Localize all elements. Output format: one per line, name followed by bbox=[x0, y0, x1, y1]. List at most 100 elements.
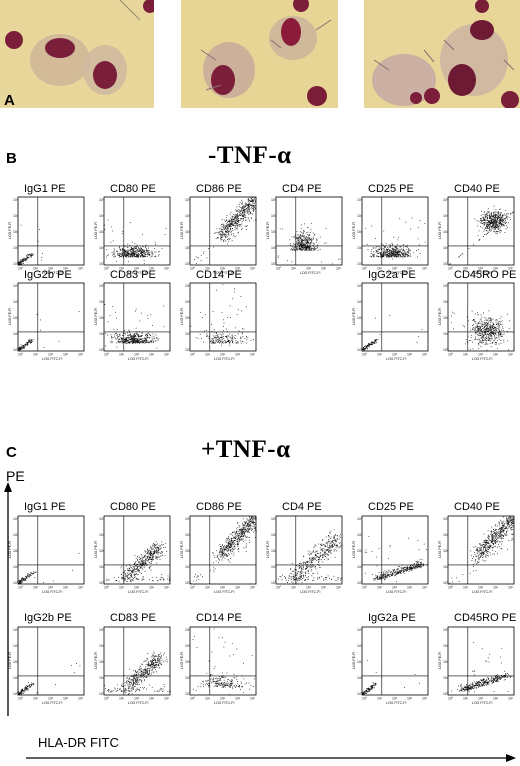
event-dot bbox=[136, 571, 138, 573]
x-axis-label: LOG FITC-FI bbox=[128, 590, 148, 594]
event-dot bbox=[235, 535, 237, 537]
event-dot bbox=[230, 217, 232, 219]
event-dot bbox=[253, 521, 255, 523]
event-dot bbox=[491, 328, 493, 330]
event-dot bbox=[226, 233, 228, 235]
event-dot bbox=[495, 327, 497, 329]
event-dot bbox=[131, 335, 133, 336]
event-dot bbox=[122, 256, 124, 258]
event-dot bbox=[128, 337, 130, 339]
event-dot bbox=[238, 529, 240, 530]
event-dot bbox=[232, 219, 234, 220]
event-dot bbox=[140, 255, 142, 257]
event-dot bbox=[124, 249, 126, 251]
event-dot bbox=[21, 580, 23, 582]
event-dot bbox=[308, 235, 309, 237]
event-dot bbox=[250, 208, 252, 210]
event-dot bbox=[387, 253, 388, 255]
event-dot bbox=[485, 322, 487, 324]
x-tick-label: 10° bbox=[104, 586, 110, 590]
event-dot bbox=[395, 247, 397, 249]
event-dot bbox=[390, 256, 392, 257]
event-dot bbox=[500, 335, 502, 337]
plot-frame bbox=[103, 515, 171, 585]
event-dot bbox=[20, 259, 22, 261]
event-dot bbox=[116, 333, 117, 334]
event-dot bbox=[393, 248, 394, 250]
event-dot bbox=[493, 224, 494, 226]
event-dot bbox=[37, 240, 39, 242]
event-dot bbox=[488, 310, 490, 312]
event-dot bbox=[403, 253, 405, 255]
event-dot bbox=[451, 322, 452, 324]
event-dot bbox=[231, 544, 233, 546]
event-dot bbox=[496, 324, 497, 325]
event-dot bbox=[373, 254, 375, 256]
event-dot bbox=[237, 211, 239, 212]
event-dot bbox=[300, 242, 301, 244]
event-dot bbox=[511, 212, 513, 214]
event-dot bbox=[139, 248, 140, 250]
event-dot bbox=[291, 248, 293, 250]
event-dot bbox=[484, 322, 486, 324]
event-dot bbox=[142, 252, 143, 253]
event-dot bbox=[243, 341, 245, 343]
event-dot bbox=[491, 334, 493, 336]
event-dot bbox=[306, 247, 307, 248]
event-dot bbox=[248, 220, 250, 222]
event-dot bbox=[394, 246, 396, 248]
event-dot bbox=[138, 255, 139, 257]
event-dot bbox=[240, 336, 242, 338]
event-dot bbox=[493, 220, 495, 222]
event-dot bbox=[229, 542, 231, 544]
event-dot bbox=[142, 577, 144, 579]
event-dot bbox=[148, 331, 150, 333]
event-dot bbox=[493, 211, 495, 213]
event-dot bbox=[244, 524, 246, 526]
event-dot bbox=[161, 551, 163, 553]
event-dot bbox=[136, 334, 138, 335]
y-tick-label: 10° bbox=[13, 581, 19, 585]
event-dot bbox=[29, 339, 31, 341]
event-dot bbox=[234, 222, 236, 224]
event-dot bbox=[493, 225, 494, 227]
event-dot bbox=[121, 249, 123, 251]
event-dot bbox=[227, 229, 229, 231]
event-dot bbox=[494, 224, 496, 226]
event-dot bbox=[104, 224, 105, 226]
event-dot bbox=[238, 215, 239, 217]
event-dot bbox=[243, 216, 244, 218]
event-dot bbox=[139, 566, 141, 568]
event-dot bbox=[130, 573, 132, 575]
event-dot bbox=[389, 254, 391, 256]
event-dot bbox=[222, 227, 224, 229]
event-dot bbox=[309, 249, 311, 251]
event-dot bbox=[136, 339, 137, 341]
event-dot bbox=[246, 204, 247, 206]
event-dot bbox=[243, 207, 245, 209]
event-dot bbox=[494, 342, 496, 344]
event-dot bbox=[484, 221, 485, 223]
event-dot bbox=[145, 256, 147, 258]
event-dot bbox=[142, 342, 143, 344]
event-dot bbox=[164, 546, 166, 548]
event-dot bbox=[105, 345, 106, 347]
event-dot bbox=[137, 579, 139, 581]
event-dot bbox=[123, 252, 125, 254]
event-dot bbox=[491, 212, 493, 213]
event-dot bbox=[122, 572, 124, 574]
event-dot bbox=[309, 247, 311, 248]
event-dot bbox=[302, 244, 304, 246]
event-dot bbox=[128, 252, 130, 254]
event-dot bbox=[140, 252, 141, 254]
event-dot bbox=[104, 333, 106, 335]
event-dot bbox=[234, 542, 235, 544]
event-dot bbox=[19, 347, 21, 349]
x-tick-label: 10¹ bbox=[119, 353, 125, 357]
event-dot bbox=[129, 335, 131, 336]
event-dot bbox=[220, 237, 222, 239]
event-dot bbox=[307, 247, 309, 249]
event-dot bbox=[494, 216, 496, 218]
event-dot bbox=[376, 339, 377, 340]
event-dot bbox=[235, 538, 237, 540]
